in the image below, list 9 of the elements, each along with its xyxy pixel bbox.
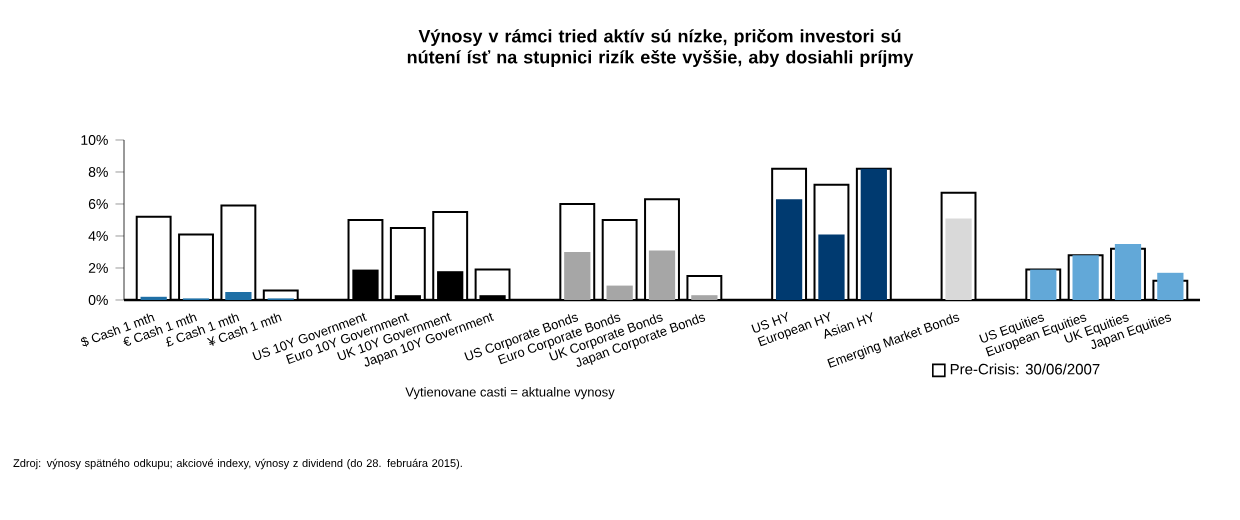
chart-title: Výnosy v rámci tried aktív sú nízke, pričom investori sú nútení ísť na stupnici rizík ešte vyššie, aby dosiahli príjmy xyxy=(407,28,914,68)
bar xyxy=(818,234,845,300)
bar xyxy=(606,285,633,300)
bar xyxy=(648,250,676,300)
bar xyxy=(775,199,803,300)
bar xyxy=(225,292,252,300)
bar xyxy=(1157,272,1184,300)
bar xyxy=(945,218,972,300)
bar xyxy=(564,251,591,300)
